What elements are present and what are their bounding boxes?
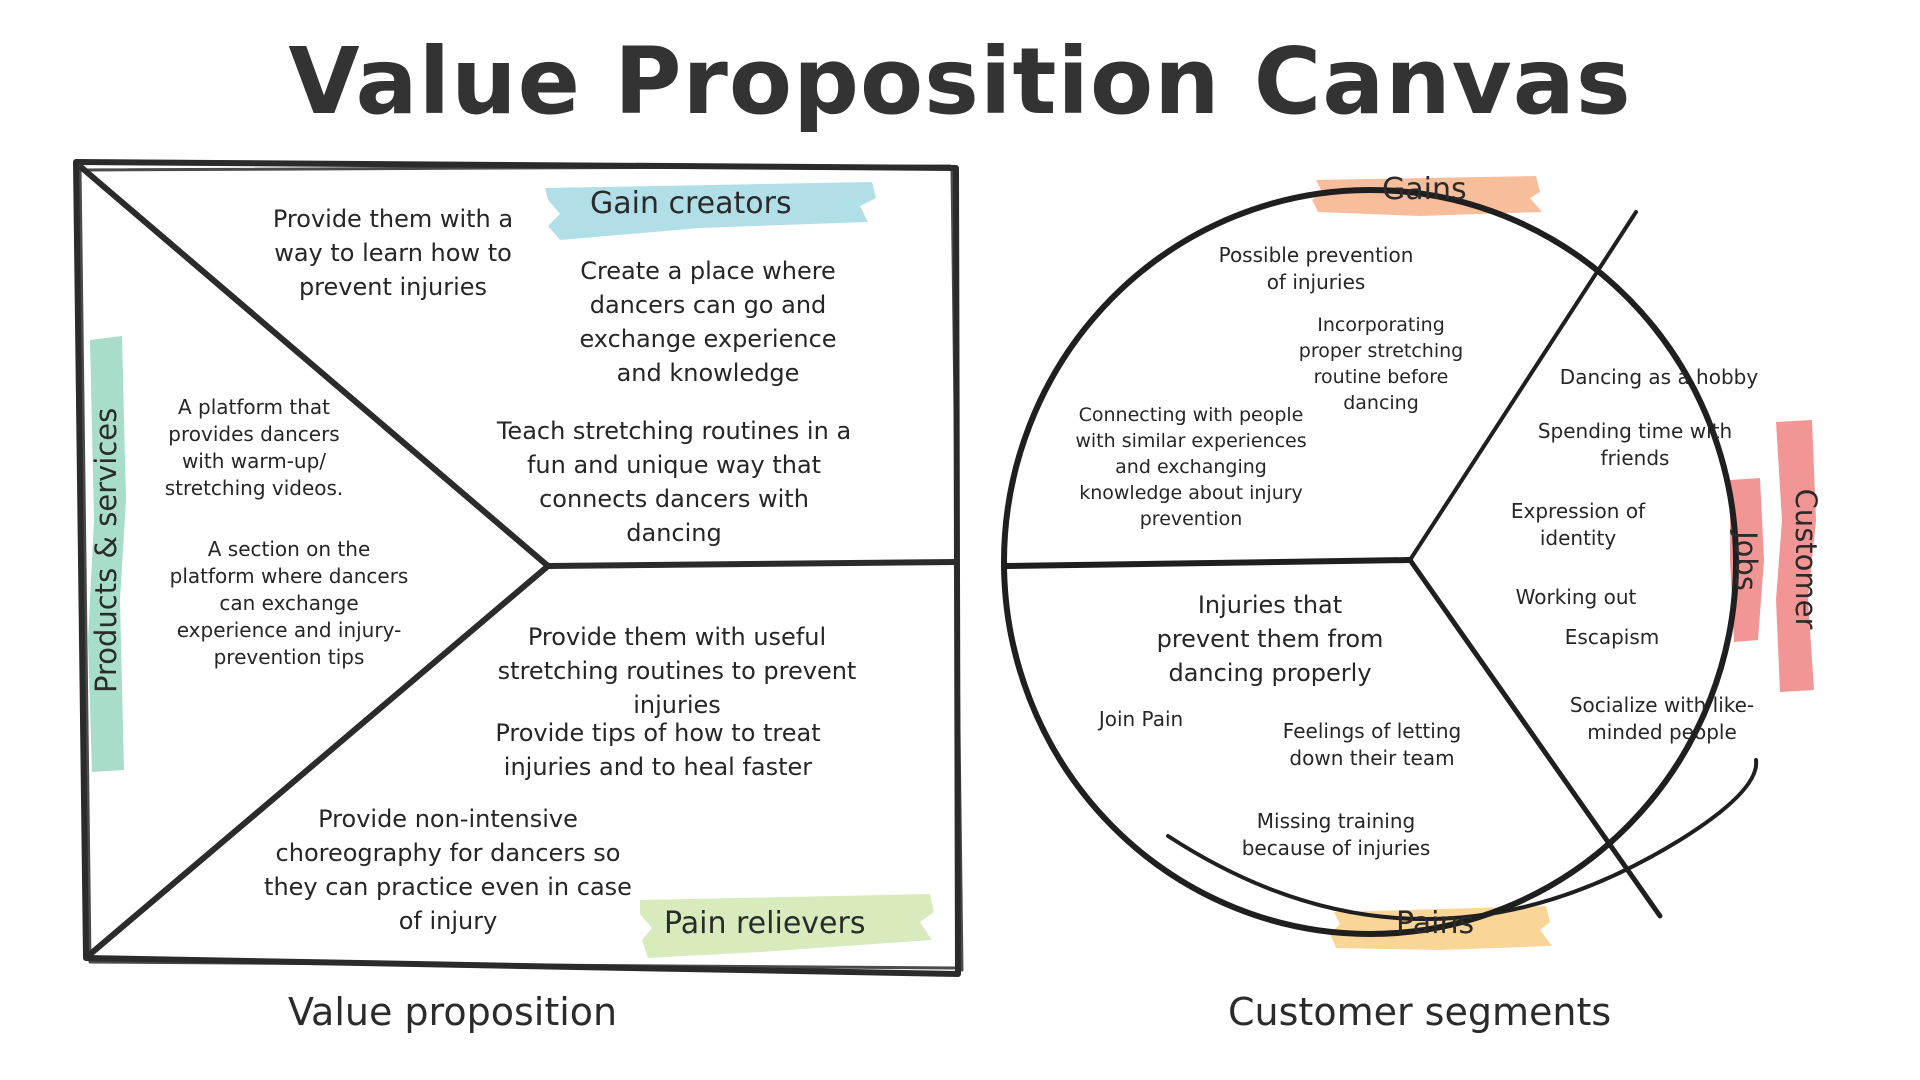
pains-note-4: Missing training because of injuries	[1241, 809, 1431, 860]
gains-label: Gains	[1382, 172, 1467, 207]
value-proposition-square	[73, 159, 964, 977]
customer-jobs-label-line1: Customer	[1789, 488, 1823, 630]
gains-note-2: Incorporating proper stretching routine …	[1298, 314, 1464, 414]
gain-creators-note-3: Teach stretching routines in a fun and u…	[496, 417, 852, 547]
products-services-label: Products & services	[89, 407, 123, 693]
pain-relievers-note-1: Provide them with useful stretching rout…	[497, 623, 857, 719]
customer-jobs-highlight-1	[1776, 420, 1816, 692]
customer-jobs-highlight-2	[1730, 478, 1764, 642]
pains-note-1: Injuries that prevent them from dancing …	[1156, 591, 1384, 687]
products-services-highlight	[88, 336, 126, 772]
customer-jobs-note-4: Working out	[1515, 585, 1637, 609]
gain-creators-note-1: Provide them with a way to learn how to …	[272, 205, 514, 301]
pains-note-2: Join Pain	[1098, 707, 1184, 731]
gain-creators-note-2: Create a place where dancers can go and …	[579, 257, 837, 387]
customer-segments-caption: Customer segments	[1228, 990, 1612, 1034]
gains-note-3: Connecting with people with similar expe…	[1075, 404, 1307, 530]
customer-jobs-note-5: Escapism	[1564, 625, 1660, 649]
products-services-note-1: A platform that provides dancers with wa…	[164, 395, 344, 500]
pain-relievers-note-3: Provide non-intensive choreography for d…	[264, 805, 632, 935]
customer-jobs-label-line2: Jobs	[1729, 531, 1763, 591]
page-title: Value Proposition Canvas	[288, 28, 1632, 135]
pains-note-3: Feelings of letting down their team	[1282, 719, 1462, 770]
gains-note-1: Possible prevention of injuries	[1218, 243, 1414, 294]
pain-relievers-label: Pain relievers	[664, 906, 866, 941]
gain-creators-highlight	[545, 182, 876, 240]
gain-creators-label: Gain creators	[590, 186, 792, 221]
customer-jobs-note-3: Expression of identity	[1510, 499, 1646, 550]
pains-label: Pains	[1396, 906, 1475, 941]
customer-segments-circle	[1001, 187, 1759, 937]
value-proposition-caption: Value proposition	[288, 990, 618, 1034]
customer-jobs-note-6: Socialize with like- minded people	[1569, 693, 1755, 744]
products-services-note-2: A section on the platform where dancers …	[169, 537, 409, 669]
pain-relievers-highlight	[640, 894, 934, 958]
customer-jobs-note-2: Spending time with friends	[1537, 419, 1733, 470]
customer-jobs-note-1: Dancing as a hobby	[1559, 365, 1759, 389]
pain-relievers-note-2: Provide tips of how to treat injuries an…	[495, 719, 821, 781]
